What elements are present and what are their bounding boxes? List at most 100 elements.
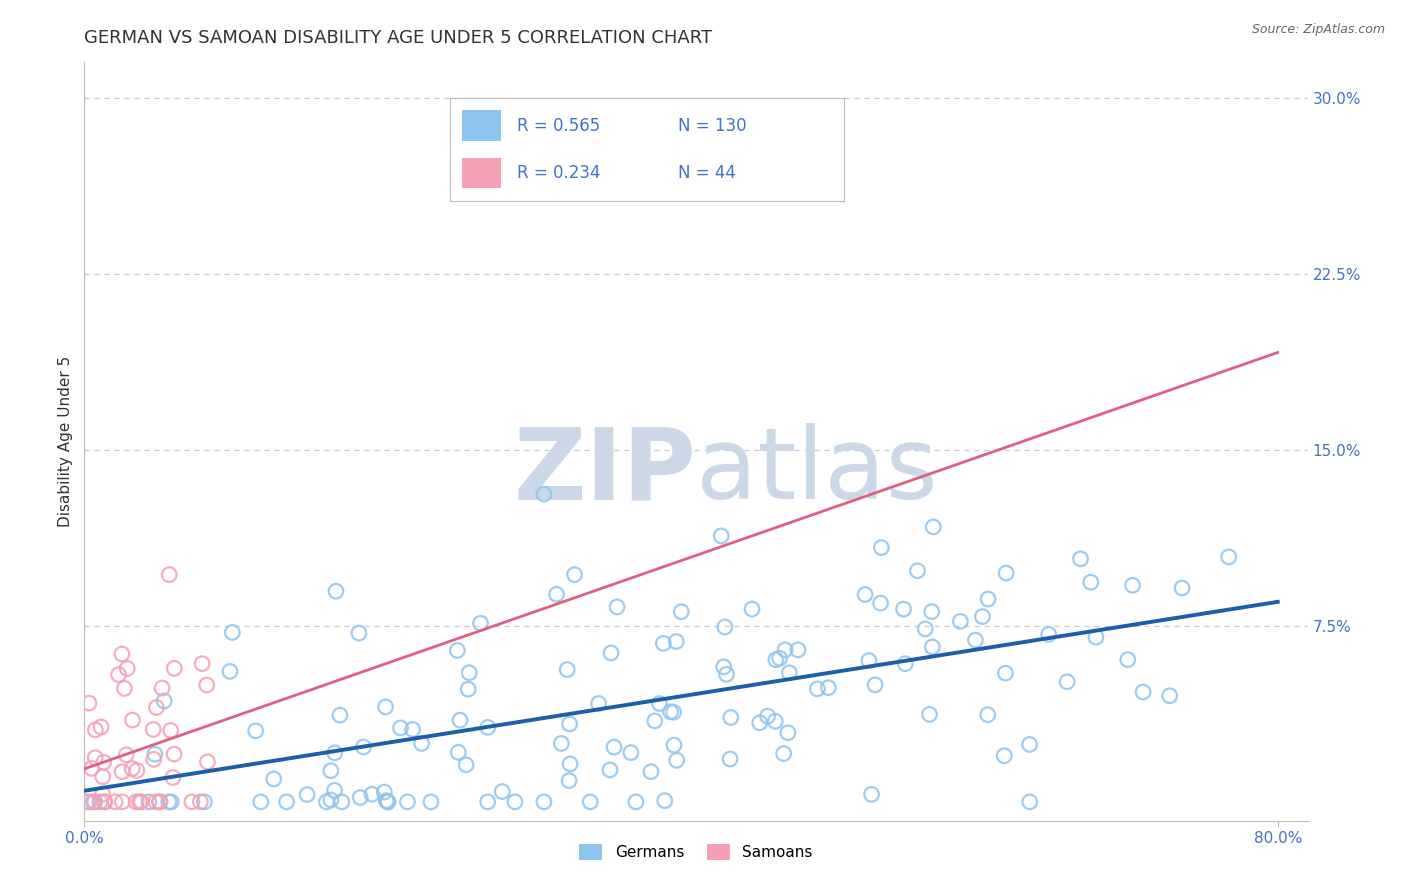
Point <box>295 788 318 802</box>
Point <box>84 723 107 737</box>
Point <box>491 784 513 798</box>
Point <box>894 657 917 671</box>
Point <box>918 707 941 722</box>
Point <box>142 752 165 766</box>
Point <box>117 661 139 675</box>
Point <box>374 699 396 714</box>
Point <box>662 705 685 719</box>
Point <box>558 773 581 788</box>
Point <box>143 747 166 761</box>
Point <box>84 750 107 764</box>
Point <box>665 634 688 648</box>
Point <box>157 795 180 809</box>
Text: N = 130: N = 130 <box>678 117 747 135</box>
Point <box>756 709 779 723</box>
Point <box>1056 674 1078 689</box>
Point <box>276 795 298 809</box>
Point <box>401 723 423 737</box>
Point <box>1171 581 1194 595</box>
Point <box>115 747 138 762</box>
Point <box>447 745 470 759</box>
Point <box>713 660 735 674</box>
Point <box>994 666 1017 681</box>
Point <box>159 723 181 738</box>
Point <box>550 736 572 750</box>
Point <box>665 753 688 767</box>
Point <box>121 762 143 776</box>
Point <box>870 541 893 555</box>
Point <box>91 787 114 801</box>
Point <box>477 720 499 734</box>
Point <box>77 696 100 710</box>
Point <box>716 667 738 681</box>
Text: N = 44: N = 44 <box>678 164 737 182</box>
Point <box>765 653 787 667</box>
Point <box>977 707 1000 722</box>
Point <box>620 746 643 760</box>
Point <box>993 748 1015 763</box>
Point <box>148 795 170 809</box>
Point <box>659 705 682 719</box>
Point <box>671 605 693 619</box>
Point <box>396 795 419 809</box>
Point <box>640 764 662 779</box>
Text: GERMAN VS SAMOAN DISABILITY AGE UNDER 5 CORRELATION CHART: GERMAN VS SAMOAN DISABILITY AGE UNDER 5 … <box>84 29 713 47</box>
Point <box>153 694 176 708</box>
Point <box>193 795 215 809</box>
Point <box>91 770 114 784</box>
Point <box>533 487 555 501</box>
Point <box>457 682 479 697</box>
Point <box>600 646 623 660</box>
Point <box>329 708 352 723</box>
Point <box>449 713 471 727</box>
Point <box>558 717 581 731</box>
Point <box>315 795 337 809</box>
Point <box>446 643 468 657</box>
Point <box>83 795 105 809</box>
Point <box>197 755 219 769</box>
Point <box>1018 738 1040 752</box>
Point <box>748 715 770 730</box>
Point <box>142 723 165 737</box>
Point <box>245 723 267 738</box>
Point <box>718 752 741 766</box>
Point <box>599 763 621 777</box>
Point <box>546 587 568 601</box>
Point <box>949 615 972 629</box>
Point <box>111 795 134 809</box>
Point <box>579 795 602 809</box>
Point <box>157 567 180 582</box>
Point <box>1132 685 1154 699</box>
Point <box>776 726 799 740</box>
Point <box>323 783 346 797</box>
Point <box>195 678 218 692</box>
Point <box>644 714 666 728</box>
Point <box>1121 578 1143 592</box>
Point <box>1218 549 1240 564</box>
Point <box>624 795 647 809</box>
Point <box>125 764 148 778</box>
Point <box>922 520 945 534</box>
Point <box>662 738 685 752</box>
Point <box>606 599 628 614</box>
Point <box>787 643 810 657</box>
Point <box>773 642 796 657</box>
Point <box>377 795 399 809</box>
Point <box>138 795 160 809</box>
Point <box>80 761 103 775</box>
Point <box>121 713 143 727</box>
Point <box>263 772 285 786</box>
Point <box>375 794 398 808</box>
Point <box>188 795 211 809</box>
Point <box>458 665 481 680</box>
Point <box>710 529 733 543</box>
Point <box>858 654 880 668</box>
Point <box>965 633 987 648</box>
Point <box>352 739 374 754</box>
Legend: Germans, Samoans: Germans, Samoans <box>574 838 818 866</box>
Point <box>419 795 441 809</box>
Point <box>93 756 115 770</box>
Point <box>323 746 346 760</box>
Point <box>181 795 204 809</box>
Point <box>377 795 399 809</box>
